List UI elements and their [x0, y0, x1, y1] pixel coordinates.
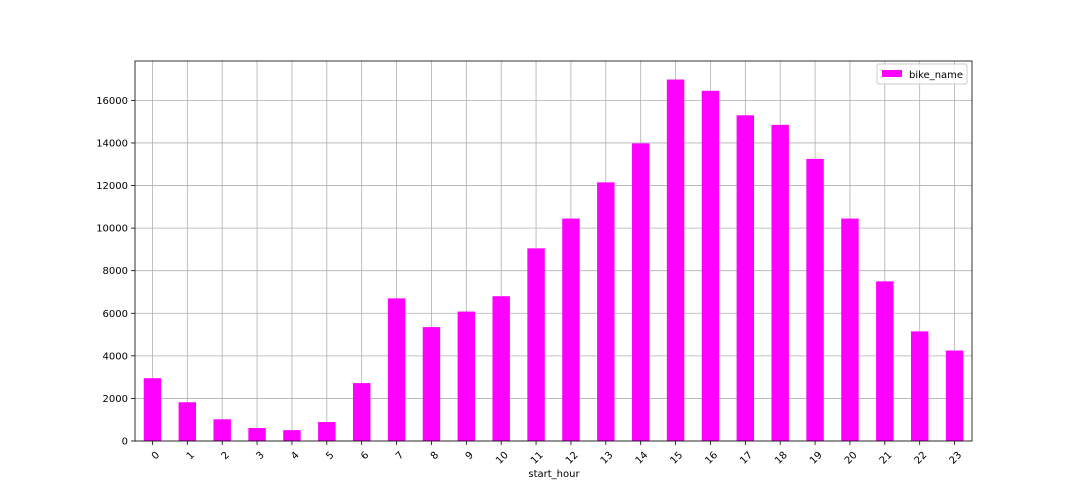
x-tick-label: 14 [634, 450, 651, 467]
x-tick-label: 5 [324, 450, 336, 462]
x-tick-label: 4 [289, 450, 301, 462]
bar [597, 182, 615, 441]
bar [422, 327, 441, 441]
x-tick-label: 19 [808, 450, 825, 467]
bar [318, 422, 336, 441]
y-tick-label: 14000 [96, 138, 128, 149]
bar [143, 378, 162, 441]
bar [771, 124, 789, 442]
bar [457, 311, 476, 441]
bar [736, 115, 755, 442]
bar [492, 296, 510, 441]
x-tick-label: 22 [913, 450, 930, 467]
bar [387, 298, 406, 441]
bar [806, 158, 824, 441]
legend-box [876, 63, 968, 85]
bar [701, 90, 720, 441]
x-tick-label: 6 [359, 450, 371, 462]
x-tick-label: 20 [843, 450, 860, 467]
plot-frame [134, 60, 973, 442]
x-tick-label: 9 [464, 450, 476, 462]
bars [143, 79, 964, 442]
y-tick-label: 6000 [103, 309, 128, 320]
x-tick-label: 17 [738, 450, 755, 467]
x-tick-label: 1 [185, 450, 197, 462]
x-tick-label: 0 [150, 450, 162, 462]
bar [178, 402, 197, 441]
x-tick-label: 7 [394, 450, 406, 462]
x-tick-label: 12 [564, 450, 581, 467]
axes [131, 60, 973, 445]
x-tick-label: 11 [529, 450, 546, 467]
x-tick-label: 15 [668, 450, 685, 467]
y-tick-label: 8000 [103, 266, 128, 277]
x-tick-label: 23 [947, 450, 964, 467]
x-axis-label: start_hour [528, 469, 580, 480]
legend: bike_name [876, 63, 968, 85]
y-tick-label: 10000 [96, 224, 128, 235]
x-tick-label: 13 [599, 450, 616, 467]
x-tick-label: 16 [703, 450, 720, 467]
bar [945, 350, 964, 441]
x-tick-label: 18 [773, 450, 790, 467]
y-tick-label: 2000 [103, 394, 128, 405]
x-tick-label: 10 [494, 450, 511, 467]
x-tick-label: 3 [254, 450, 266, 462]
bar [248, 428, 266, 441]
y-tick-label: 16000 [96, 96, 128, 107]
y-tick-label: 4000 [103, 351, 128, 362]
bar [527, 248, 545, 441]
x-tick-label: 21 [878, 450, 895, 467]
x-tick-label: 8 [429, 450, 441, 462]
bar [631, 143, 650, 442]
bar [666, 79, 685, 442]
bar [910, 331, 929, 441]
bar [841, 218, 859, 441]
bar [283, 430, 301, 441]
bar [562, 218, 580, 441]
bar [876, 281, 894, 441]
y-tick-label: 0 [122, 437, 128, 448]
y-tick-label: 12000 [96, 181, 128, 192]
x-tick-label: 2 [220, 450, 232, 462]
bar [213, 419, 231, 441]
bar [352, 383, 371, 441]
legend-swatch [882, 70, 902, 77]
legend-label: bike_name [909, 70, 963, 81]
